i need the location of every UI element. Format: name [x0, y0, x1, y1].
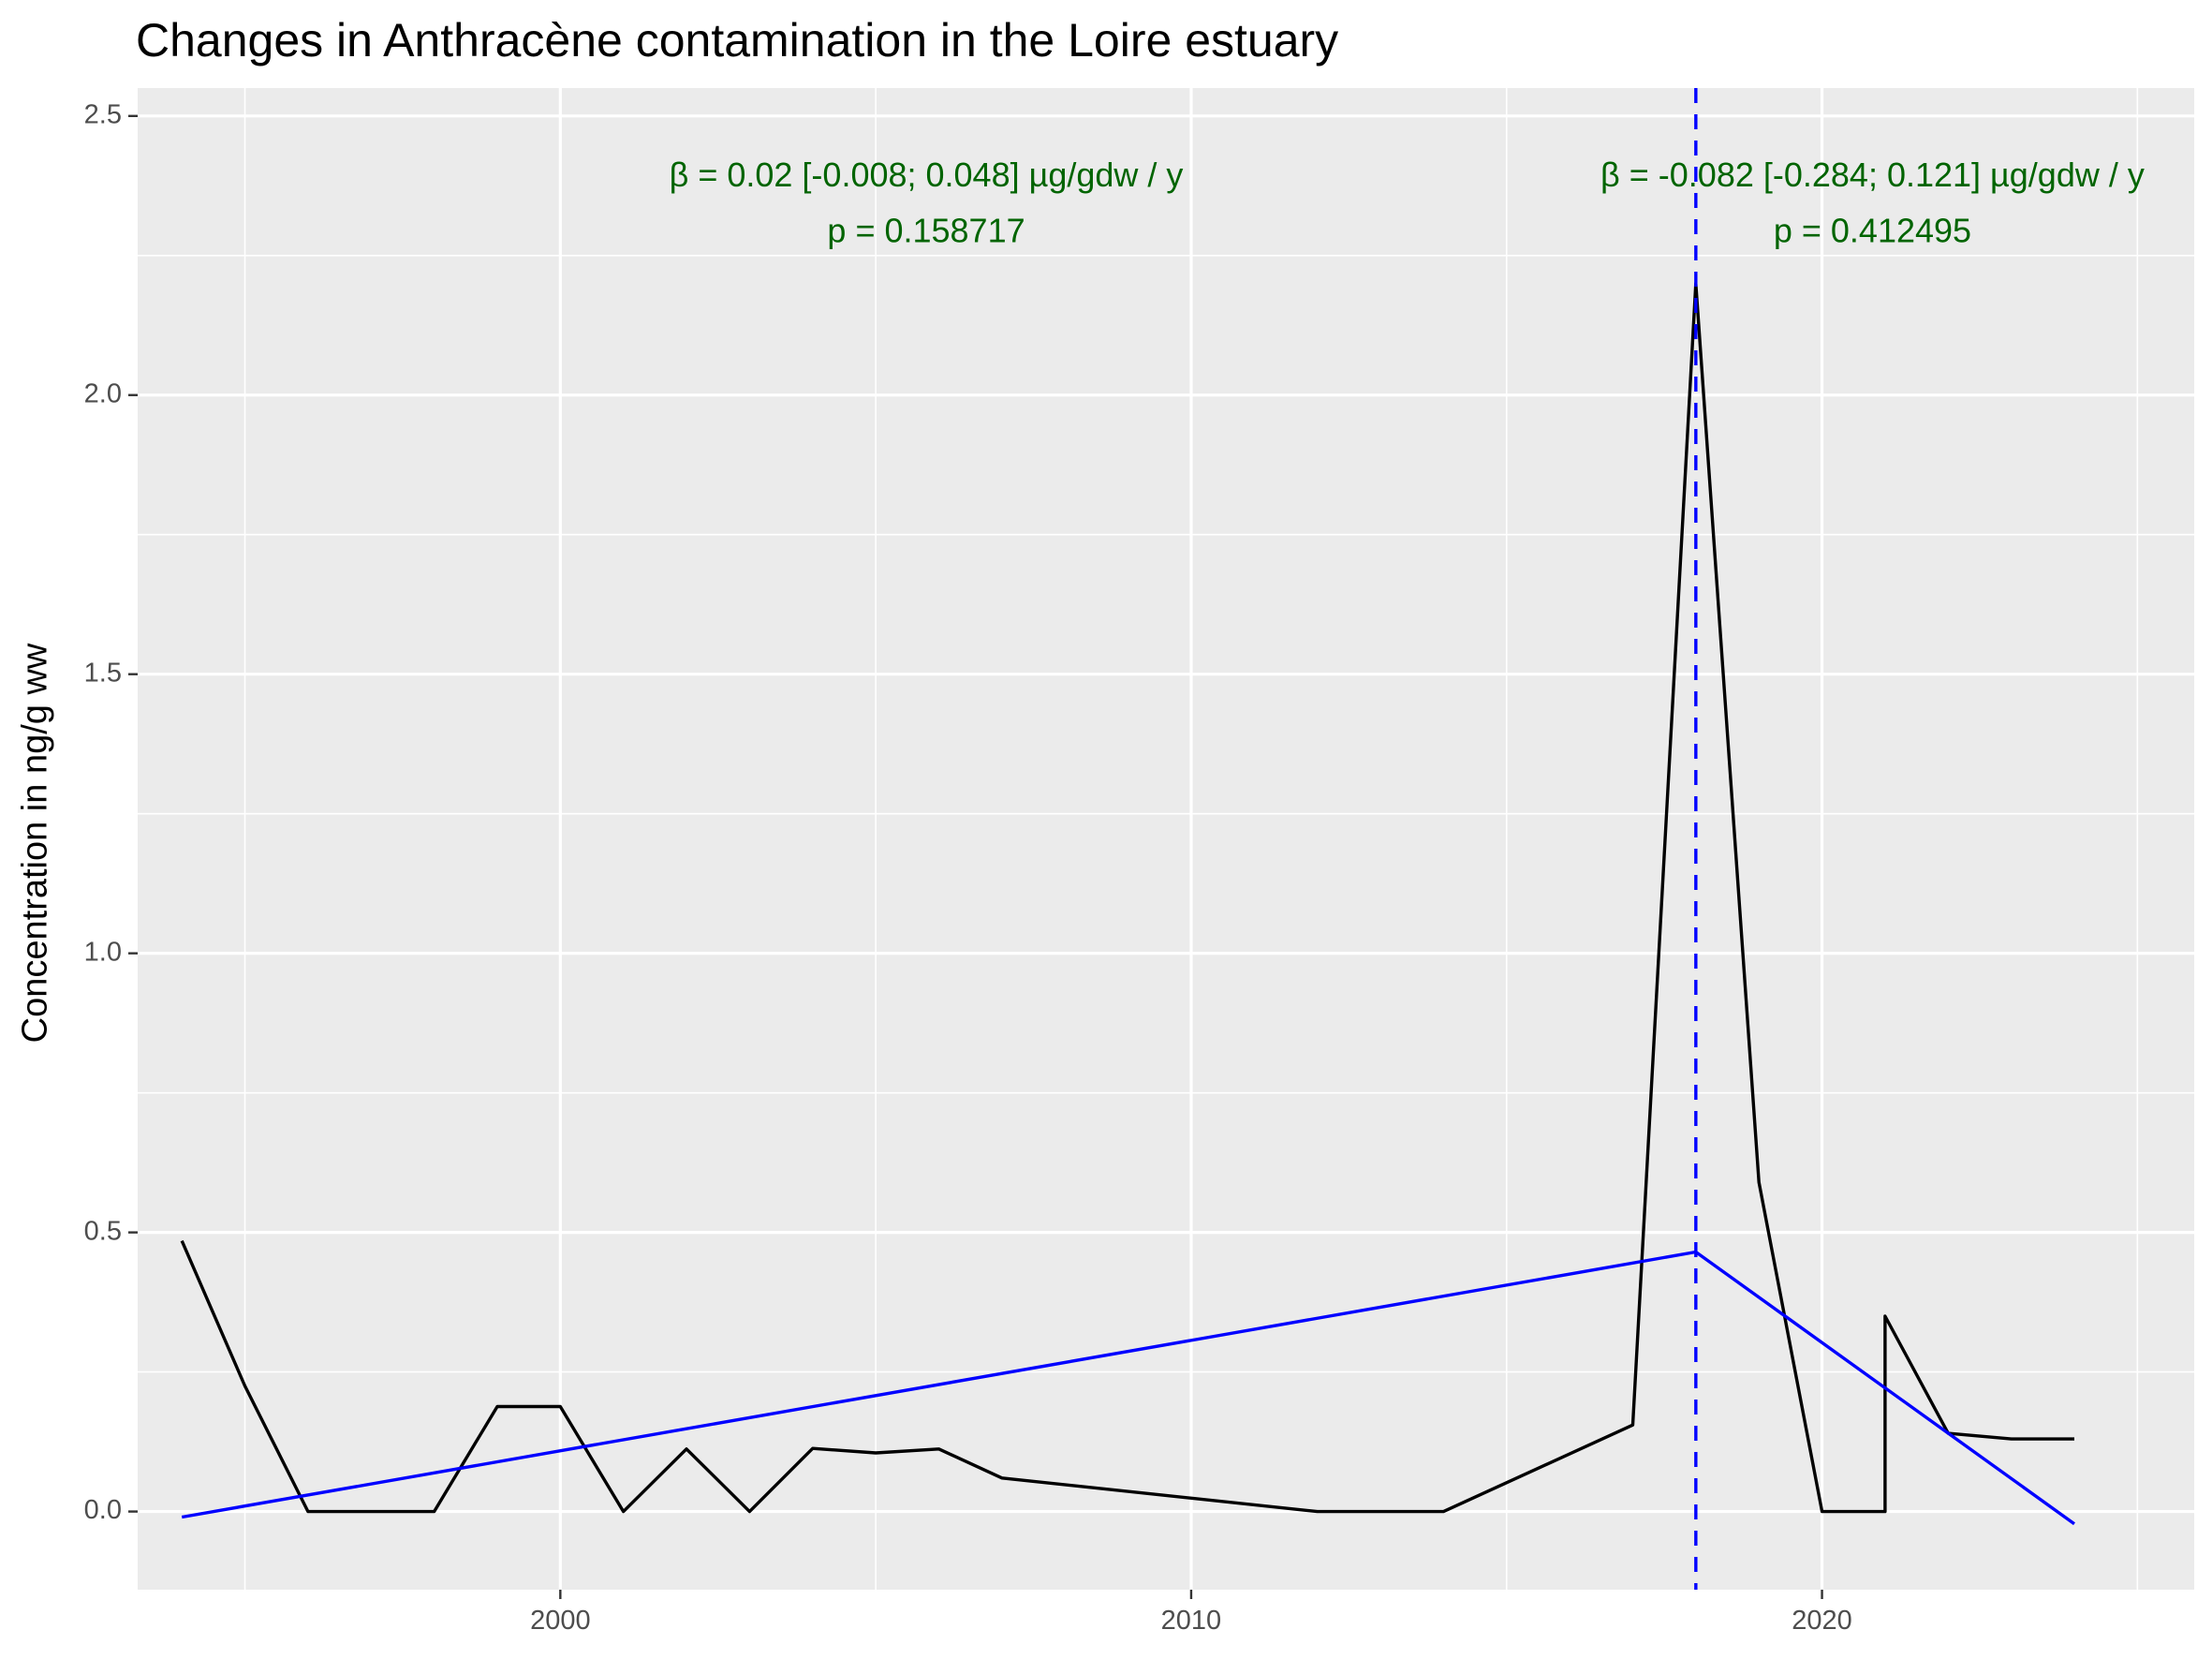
y-tick-label: 0.5	[84, 1216, 122, 1246]
concentration-series-line	[180, 281, 2074, 1514]
x-tick-label: 2010	[1161, 1606, 1222, 1636]
trend-annotation: β = -0.082 [-0.284; 0.121] µg/gdw / y	[1600, 156, 2145, 194]
x-tick-label: 2000	[530, 1606, 591, 1636]
y-tick-label: 2.0	[84, 378, 122, 408]
trend-annotation: p = 0.412495	[1774, 211, 1971, 249]
x-tick-label: 2020	[1792, 1606, 1852, 1636]
trend-annotation: p = 0.158717	[827, 211, 1025, 249]
trend-annotation: β = 0.02 [-0.008; 0.048] µg/gdw / y	[670, 156, 1184, 194]
plot-panel	[138, 88, 2194, 1590]
y-tick-label: 1.5	[84, 658, 122, 688]
y-tick-label: 2.5	[84, 99, 122, 129]
chart-title: Changes in Anthracène contamination in t…	[136, 14, 1339, 67]
y-tick-label: 0.0	[84, 1495, 122, 1525]
y-tick-label: 1.0	[84, 937, 122, 967]
